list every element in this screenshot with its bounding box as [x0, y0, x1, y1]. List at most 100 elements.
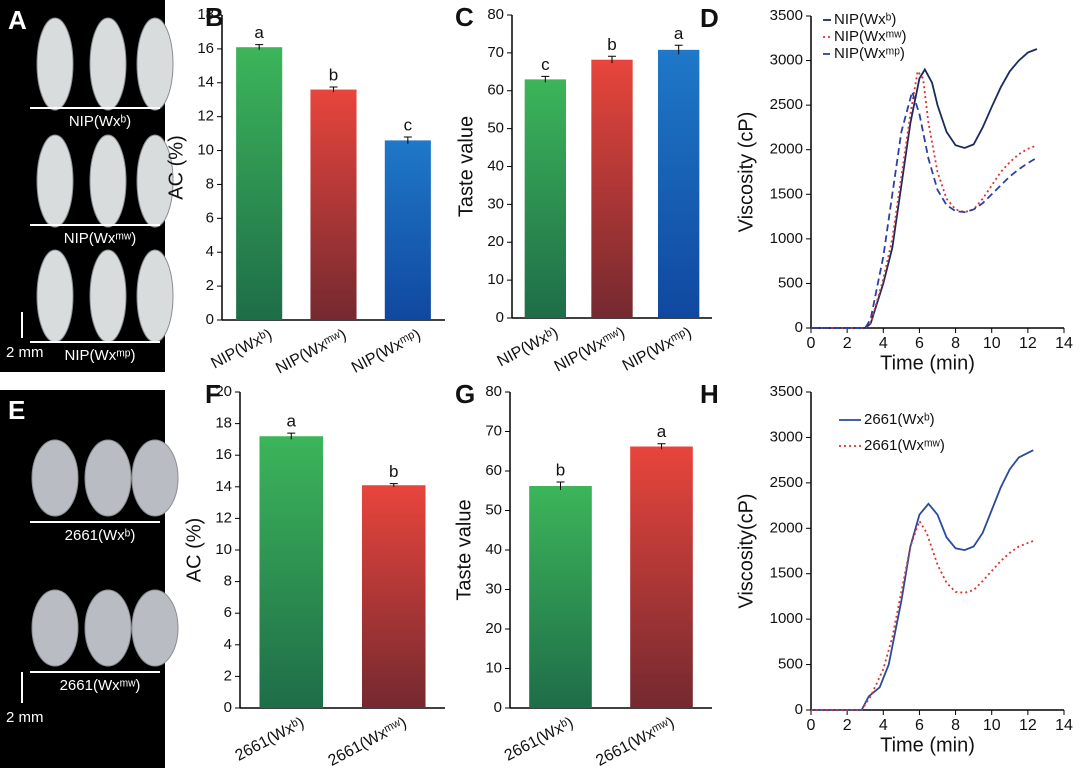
grain — [84, 589, 132, 667]
series-line — [811, 69, 1038, 329]
x-axis-label: Time (min) — [880, 734, 975, 756]
error-bar — [255, 44, 264, 50]
significance-letter: b — [607, 35, 616, 54]
y-tick-label: 3500 — [770, 383, 803, 400]
y-tick-label: 500 — [778, 656, 803, 673]
x-tick-label: NIP(Wxᵐʷ) — [552, 324, 628, 375]
grain — [89, 17, 127, 111]
y-tick-label: 2 — [206, 277, 214, 294]
significance-letter: a — [254, 23, 264, 42]
bar — [529, 486, 592, 708]
bar — [658, 49, 700, 318]
error-bar — [389, 483, 398, 487]
significance-letter: b — [556, 461, 565, 480]
y-tick-label: 18 — [197, 6, 214, 23]
grain-label: NIP(Wxᵐʷ) — [64, 230, 136, 247]
legend-label: 2661(Wxᵐʷ) — [864, 437, 945, 454]
y-tick-label: 2500 — [770, 474, 803, 491]
y-tick-label: 10 — [215, 541, 232, 558]
grain — [36, 249, 74, 343]
y-tick-label: 80 — [485, 383, 502, 400]
y-tick-label: 80 — [487, 6, 504, 23]
x-tick-label: 2 — [843, 717, 852, 734]
grain — [84, 439, 132, 517]
series-line — [811, 48, 1038, 329]
x-tick-label: 8 — [951, 717, 960, 734]
y-tick-label: 1500 — [770, 185, 803, 202]
bar — [630, 446, 693, 708]
y-tick-label: 0 — [496, 309, 504, 326]
y-tick-label: 2500 — [770, 96, 803, 113]
y-tick-label: 0 — [224, 699, 232, 716]
y-tick-label: 0 — [206, 311, 214, 328]
x-tick-label: 2661(Wxᵇ) — [502, 714, 577, 764]
significance-letter: b — [389, 462, 398, 481]
grain — [136, 134, 174, 228]
y-tick-label: 60 — [485, 462, 502, 479]
error-bar — [329, 86, 338, 93]
y-tick-label: 2 — [224, 667, 232, 684]
x-tick-label: NIP(Wxᵐʷ) — [273, 326, 349, 377]
panel-label: C — [455, 2, 474, 32]
grain-label: NIP(Wxᵐᵖ) — [65, 347, 136, 364]
x-tick-label: NIP(Wxᵐᵖ) — [349, 326, 424, 377]
y-tick-label: 18 — [215, 415, 232, 432]
y-tick-label: 10 — [487, 271, 504, 288]
y-tick-label: 14 — [197, 74, 214, 91]
significance-letter: c — [541, 55, 550, 74]
y-tick-label: 40 — [485, 541, 502, 558]
x-tick-label: 14 — [1055, 335, 1073, 352]
x-tick-label: 2661(Wxᵇ) — [233, 714, 308, 764]
y-tick-label: 50 — [485, 501, 502, 518]
error-bar — [403, 136, 412, 144]
y-tick-label: 10 — [485, 659, 502, 676]
y-tick-label: 12 — [197, 108, 214, 125]
bar — [236, 47, 283, 320]
significance-letter: b — [329, 65, 338, 84]
y-tick-label: 16 — [197, 40, 214, 57]
x-tick-label: 4 — [879, 335, 888, 352]
series-line — [811, 88, 1038, 329]
y-tick-label: 3000 — [770, 428, 803, 445]
bar — [259, 436, 324, 708]
panel-label: G — [455, 379, 475, 409]
y-tick-label: 14 — [215, 478, 232, 495]
significance-letter: a — [287, 412, 297, 431]
error-bar — [556, 481, 565, 490]
panel-label: H — [700, 379, 719, 409]
y-tick-label: 30 — [487, 195, 504, 212]
bar — [361, 485, 426, 708]
grain-label: NIP(Wxᵇ) — [69, 113, 131, 130]
y-axis-label: Viscosity(cP) — [735, 493, 757, 608]
y-tick-label: 20 — [487, 233, 504, 250]
series-line — [811, 518, 1034, 711]
y-tick-label: 2000 — [770, 519, 803, 536]
grain — [36, 134, 74, 228]
panel-label: A — [8, 5, 27, 35]
error-bar — [287, 432, 296, 440]
x-axis-label: Time (min) — [880, 352, 975, 374]
x-tick-label: 6 — [915, 335, 924, 352]
bar — [310, 89, 357, 320]
y-tick-label: 30 — [485, 580, 502, 597]
error-bar — [608, 55, 616, 64]
y-tick-label: 2000 — [770, 141, 803, 158]
x-tick-label: 10 — [983, 335, 1001, 352]
y-tick-label: 0 — [795, 319, 803, 336]
y-axis-label: Taste value — [455, 116, 477, 217]
x-tick-label: 12 — [1019, 717, 1037, 734]
panel-label: B — [205, 2, 224, 32]
y-tick-label: 500 — [778, 274, 803, 291]
y-tick-label: 60 — [487, 82, 504, 99]
bar — [591, 59, 633, 318]
y-tick-label: 50 — [487, 120, 504, 137]
grain — [89, 134, 127, 228]
legend-label: NIP(Wxᵐᵖ) — [834, 45, 905, 62]
significance-letter: c — [404, 115, 413, 134]
y-tick-label: 8 — [206, 175, 214, 192]
grain — [131, 439, 179, 517]
error-bar — [657, 443, 666, 450]
panel-label: F — [205, 379, 221, 409]
x-tick-label: 10 — [983, 717, 1001, 734]
